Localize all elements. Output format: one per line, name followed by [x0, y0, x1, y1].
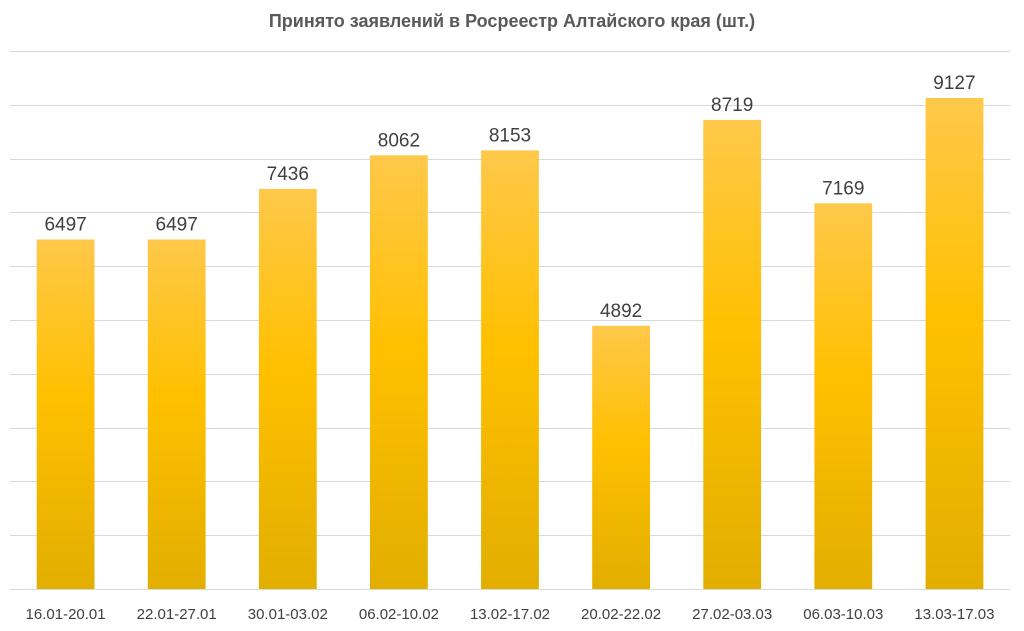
bar [258, 188, 317, 589]
x-tick-label: 13.03-17.03 [914, 606, 994, 623]
bar-series [36, 98, 984, 590]
data-label: 9127 [933, 73, 975, 94]
bar [147, 239, 206, 589]
bar [814, 203, 873, 590]
bar [36, 239, 95, 589]
data-label: 6497 [44, 215, 86, 236]
bar [481, 150, 539, 589]
data-label: 6497 [156, 215, 198, 236]
x-tick-label: 16.01-20.01 [26, 606, 106, 623]
data-label: 8153 [489, 125, 531, 146]
data-labels: 6497 6497 7436 8062 8153 4892 8719 7169 9127 [44, 73, 975, 322]
x-tick-label: 30.01-03.02 [248, 606, 328, 623]
x-axis-tick-labels: 16.01-20.01 22.01-27.01 30.01-03.02 06.02-1… [26, 606, 995, 623]
chart-title: Принято заявлений в Росреестр Алтайского… [269, 11, 755, 31]
data-label: 8719 [711, 95, 753, 116]
bar [370, 155, 428, 590]
x-tick-label: 22.01-27.01 [137, 606, 217, 623]
x-tick-label: 06.03-10.03 [803, 606, 883, 623]
data-label: 8062 [378, 130, 420, 151]
bar [703, 119, 762, 590]
x-tick-label: 13.02-17.02 [470, 606, 550, 623]
data-label: 7169 [822, 178, 864, 199]
data-label: 7436 [267, 164, 309, 185]
bar [925, 98, 984, 589]
x-tick-label: 20.02-22.02 [581, 606, 661, 623]
data-label: 4892 [600, 301, 642, 322]
x-tick-label: 06.02-10.02 [359, 606, 439, 623]
bar [592, 325, 650, 589]
x-tick-label: 27.02-03.03 [692, 606, 772, 623]
